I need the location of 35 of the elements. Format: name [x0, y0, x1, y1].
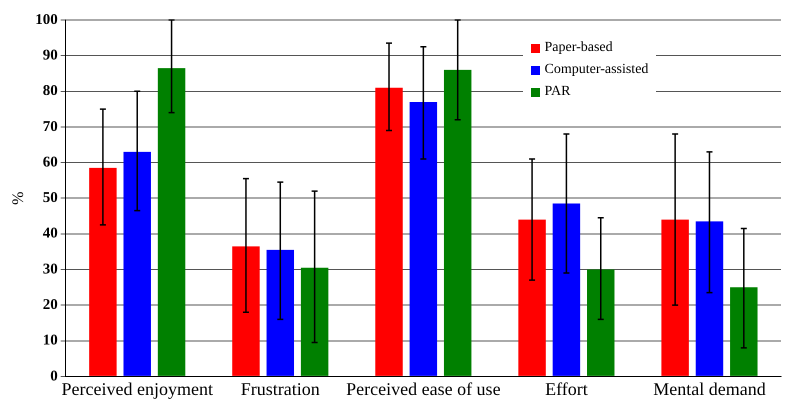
y-tick-label: 0 — [50, 368, 58, 384]
legend-label: PAR — [544, 84, 570, 100]
x-tick-label: Perceived enjoyment — [62, 378, 213, 399]
y-tick-label: 60 — [42, 154, 58, 170]
bar — [300, 268, 328, 376]
y-tick-label: 70 — [42, 118, 58, 135]
bar — [552, 204, 580, 376]
y-tick-label: 30 — [42, 261, 58, 278]
y-tick-label: 100 — [35, 12, 58, 28]
bar — [158, 68, 186, 376]
x-tick-label: Effort — [545, 378, 588, 399]
bar — [518, 220, 546, 376]
x-tick-label: Frustration — [240, 378, 320, 399]
y-tick-label: 50 — [42, 190, 58, 206]
y-tick-label: 40 — [42, 226, 58, 242]
y-tick-label: 10 — [42, 332, 58, 349]
y-tick-label: 80 — [42, 83, 58, 100]
bar — [266, 250, 294, 376]
x-tick-label: Mental demand — [653, 378, 766, 399]
x-tick-label: Perceived ease of use — [346, 378, 501, 399]
bar — [375, 88, 403, 376]
bar — [661, 220, 689, 376]
legend-label: Paper-based — [544, 40, 613, 56]
bar — [123, 152, 151, 376]
y-tick-label: 20 — [42, 296, 58, 313]
bar — [410, 102, 438, 376]
bar — [696, 221, 724, 376]
bar — [232, 246, 260, 376]
bar — [730, 287, 758, 376]
y-axis-title: % — [10, 192, 27, 205]
bar — [444, 70, 472, 376]
bar — [587, 269, 614, 376]
legend-label: Computer-assisted — [544, 62, 648, 78]
bar — [89, 168, 117, 376]
y-tick-label: 90 — [42, 48, 58, 64]
